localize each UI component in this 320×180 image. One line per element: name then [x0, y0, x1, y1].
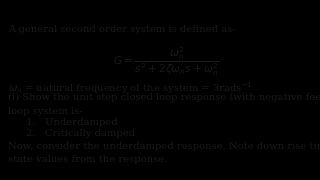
- Text: A general second order system is defined as-: A general second order system is defined…: [8, 25, 236, 34]
- Text: Now, consider the underdamped response. Note down rise time, settling time and s: Now, consider the underdamped response. …: [8, 141, 320, 150]
- Text: 1.   Underdamped: 1. Underdamped: [26, 118, 117, 127]
- Text: state values from the response.: state values from the response.: [8, 155, 167, 164]
- Text: $G = \dfrac{\omega_n^2}{s^2 + 2\zeta\omega_n s + \omega_n^2}$: $G = \dfrac{\omega_n^2}{s^2 + 2\zeta\ome…: [113, 45, 220, 78]
- Text: (i) Show the unit step closed loop response (with negative feedback gain of 2) i: (i) Show the unit step closed loop respo…: [8, 93, 320, 102]
- Text: loop system is-: loop system is-: [8, 107, 83, 116]
- Text: 2.   Critically damped: 2. Critically damped: [26, 129, 135, 138]
- Text: $\omega_n$ = natural frequency of the system = 3rads$^{-1}$: $\omega_n$ = natural frequency of the sy…: [8, 80, 253, 96]
